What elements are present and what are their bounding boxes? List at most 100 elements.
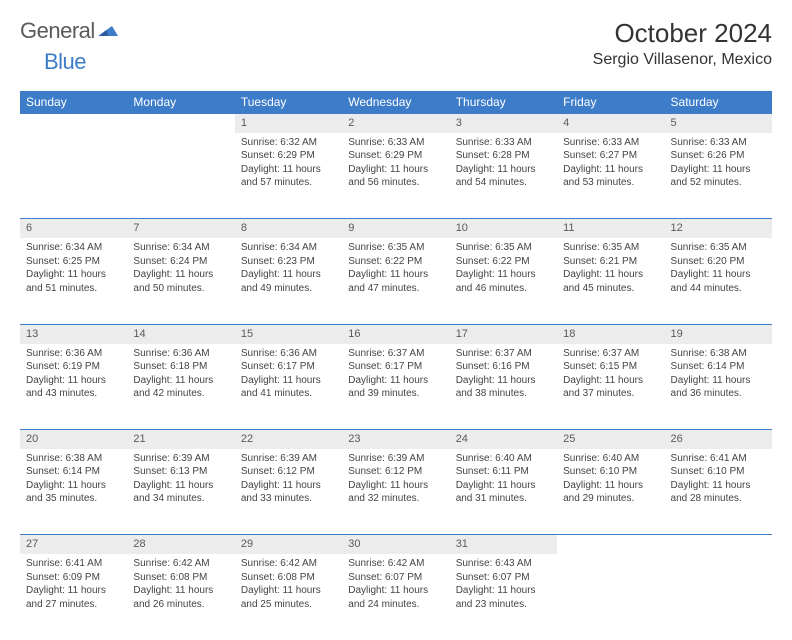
location: Sergio Villasenor, Mexico <box>593 51 772 69</box>
sunset-text: Sunset: 6:21 PM <box>563 255 658 269</box>
sunset-text: Sunset: 6:23 PM <box>241 255 336 269</box>
sunset-text: Sunset: 6:22 PM <box>348 255 443 269</box>
sunset-text: Sunset: 6:17 PM <box>241 360 336 374</box>
weekday-header: Saturday <box>665 91 772 114</box>
day-number-cell: 16 <box>342 324 449 343</box>
day-content-cell: Sunrise: 6:35 AMSunset: 6:22 PMDaylight:… <box>450 238 557 324</box>
day-number-cell: 30 <box>342 535 449 554</box>
sunrise-text: Sunrise: 6:40 AM <box>563 452 658 466</box>
daylight-text: Daylight: 11 hours and 23 minutes. <box>456 584 551 611</box>
daynum-row: 12345 <box>20 114 772 133</box>
sunrise-text: Sunrise: 6:41 AM <box>26 557 121 571</box>
day-number-cell: 9 <box>342 219 449 238</box>
daylight-text: Daylight: 11 hours and 42 minutes. <box>133 374 228 401</box>
day-number-cell <box>127 114 234 133</box>
day-content-cell: Sunrise: 6:36 AMSunset: 6:19 PMDaylight:… <box>20 344 127 430</box>
daynum-row: 6789101112 <box>20 219 772 238</box>
daylight-text: Daylight: 11 hours and 38 minutes. <box>456 374 551 401</box>
daylight-text: Daylight: 11 hours and 32 minutes. <box>348 479 443 506</box>
day-number-cell: 25 <box>557 430 664 449</box>
daynum-row: 2728293031 <box>20 535 772 554</box>
sunrise-text: Sunrise: 6:35 AM <box>348 241 443 255</box>
day-number-cell: 14 <box>127 324 234 343</box>
day-number-cell: 13 <box>20 324 127 343</box>
day-content-cell <box>127 133 234 219</box>
sunrise-text: Sunrise: 6:43 AM <box>456 557 551 571</box>
sunrise-text: Sunrise: 6:39 AM <box>348 452 443 466</box>
sunset-text: Sunset: 6:10 PM <box>671 465 766 479</box>
day-content-cell: Sunrise: 6:34 AMSunset: 6:24 PMDaylight:… <box>127 238 234 324</box>
sunset-text: Sunset: 6:26 PM <box>671 149 766 163</box>
weekday-header: Thursday <box>450 91 557 114</box>
daylight-text: Daylight: 11 hours and 52 minutes. <box>671 163 766 190</box>
day-number-cell: 24 <box>450 430 557 449</box>
day-number-cell: 21 <box>127 430 234 449</box>
day-content-row: Sunrise: 6:34 AM Sunset: 6:25 PM Daylight:… <box>20 238 772 324</box>
sunset-text: Sunset: 6:12 PM <box>348 465 443 479</box>
day-content-cell: Sunrise: 6:39 AMSunset: 6:12 PMDaylight:… <box>235 449 342 535</box>
sunrise-text: Sunrise: 6:35 AM <box>563 241 658 255</box>
sunrise-text: Sunrise: 6:34 AM <box>133 241 228 255</box>
day-content-cell: Sunrise: 6:42 AMSunset: 6:07 PMDaylight:… <box>342 554 449 640</box>
sunset-text: Sunset: 6:13 PM <box>133 465 228 479</box>
day-content-row: Sunrise: 6:36 AMSunset: 6:19 PMDaylight:… <box>20 344 772 430</box>
sunset-text: Sunset: 6:27 PM <box>563 149 658 163</box>
day-content-row: Sunrise: 6:38 AMSunset: 6:14 PMDaylight:… <box>20 449 772 535</box>
daylight-text: Daylight: 11 hours and 56 minutes. <box>348 163 443 190</box>
day-content-row: Sunrise: 6:41 AMSunset: 6:09 PMDaylight:… <box>20 554 772 640</box>
daylight-text: Daylight: 11 hours and 35 minutes. <box>26 479 121 506</box>
sunrise-text: Sunrise: 6:39 AM <box>133 452 228 466</box>
daylight-text: Daylight: 11 hours and 45 minutes. <box>563 268 658 295</box>
day-content-cell: Sunrise: 6:33 AMSunset: 6:28 PMDaylight:… <box>450 133 557 219</box>
day-number-cell: 18 <box>557 324 664 343</box>
sunrise-text: Sunrise: 6:40 AM <box>456 452 551 466</box>
day-number-cell: 23 <box>342 430 449 449</box>
sunrise-text: Sunrise: 6:37 AM <box>563 347 658 361</box>
day-content-cell: Sunrise: 6:37 AMSunset: 6:17 PMDaylight:… <box>342 344 449 430</box>
day-content-cell: Sunrise: 6:41 AMSunset: 6:09 PMDaylight:… <box>20 554 127 640</box>
day-number-cell: 2 <box>342 114 449 133</box>
day-number-cell: 3 <box>450 114 557 133</box>
day-content-cell: Sunrise: 6:40 AMSunset: 6:11 PMDaylight:… <box>450 449 557 535</box>
sunset-text: Sunset: 6:07 PM <box>348 571 443 585</box>
day-number-cell: 31 <box>450 535 557 554</box>
daylight-text: Daylight: 11 hours and 57 minutes. <box>241 163 336 190</box>
sunset-text: Sunset: 6:18 PM <box>133 360 228 374</box>
sunset-text: Sunset: 6:24 PM <box>133 255 228 269</box>
day-number-cell: 5 <box>665 114 772 133</box>
sunset-text: Sunset: 6:12 PM <box>241 465 336 479</box>
sunrise-text: Sunrise: 6:42 AM <box>348 557 443 571</box>
sunset-text: Sunset: 6:08 PM <box>133 571 228 585</box>
month-title: October 2024 <box>593 18 772 49</box>
day-number-cell: 12 <box>665 219 772 238</box>
day-content-cell <box>20 133 127 219</box>
sunset-text: Sunset: 6:17 PM <box>348 360 443 374</box>
day-content-cell: Sunrise: 6:38 AMSunset: 6:14 PMDaylight:… <box>20 449 127 535</box>
sunrise-text: Sunrise: 6:36 AM <box>241 347 336 361</box>
sunset-text: Sunset: 6:08 PM <box>241 571 336 585</box>
sunset-text: Sunset: 6:11 PM <box>456 465 551 479</box>
brand-general: General <box>20 18 95 44</box>
daylight-text: Daylight: 11 hours and 49 minutes. <box>241 268 336 295</box>
daylight-text: Daylight: 11 hours and 41 minutes. <box>241 374 336 401</box>
day-number-cell: 17 <box>450 324 557 343</box>
day-number-cell <box>665 535 772 554</box>
calendar-table: Sunday Monday Tuesday Wednesday Thursday… <box>20 91 772 640</box>
sunrise-text: Sunrise: 6:38 AM <box>26 452 121 466</box>
daylight-text: Daylight: 11 hours and 36 minutes. <box>671 374 766 401</box>
day-number-cell: 26 <box>665 430 772 449</box>
sunrise-text: Sunrise: 6:33 AM <box>348 136 443 150</box>
sunrise-text: Sunrise: 6:39 AM <box>241 452 336 466</box>
weekday-header: Tuesday <box>235 91 342 114</box>
sunset-text: Sunset: 6:25 PM <box>26 255 121 269</box>
day-number-cell <box>557 535 664 554</box>
day-number-cell: 8 <box>235 219 342 238</box>
day-content-cell: Sunrise: 6:36 AMSunset: 6:17 PMDaylight:… <box>235 344 342 430</box>
day-content-cell: Sunrise: 6:36 AMSunset: 6:18 PMDaylight:… <box>127 344 234 430</box>
day-number-cell: 20 <box>20 430 127 449</box>
day-number-cell: 15 <box>235 324 342 343</box>
day-content-cell: Sunrise: 6:38 AMSunset: 6:14 PMDaylight:… <box>665 344 772 430</box>
sunset-text: Sunset: 6:07 PM <box>456 571 551 585</box>
weekday-header: Monday <box>127 91 234 114</box>
daylight-text: Daylight: 11 hours and 24 minutes. <box>348 584 443 611</box>
